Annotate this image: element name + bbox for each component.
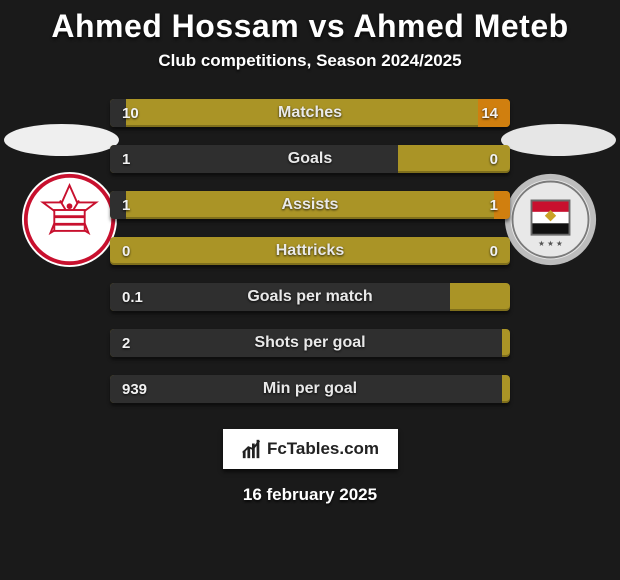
stat-bar-left-fill bbox=[110, 283, 450, 311]
stat-bar-left-fill bbox=[110, 375, 502, 403]
brand-chart-icon bbox=[241, 438, 263, 460]
stat-bar-right-fill bbox=[494, 191, 510, 219]
brand-badge[interactable]: FcTables.com bbox=[223, 429, 398, 469]
stat-row: Goals10 bbox=[110, 145, 510, 173]
stat-bar-right-fill bbox=[478, 99, 510, 127]
zamalek-crest bbox=[22, 172, 117, 267]
player-right-shadow-oval bbox=[501, 124, 616, 156]
stat-bar-track bbox=[110, 237, 510, 265]
stat-bar-track bbox=[110, 99, 510, 127]
stat-row: Assists11 bbox=[110, 191, 510, 219]
subtitle: Club competitions, Season 2024/2025 bbox=[0, 51, 620, 71]
comparison-card: Ahmed Hossam vs Ahmed Meteb Club competi… bbox=[0, 0, 620, 580]
date-caption: 16 february 2025 bbox=[0, 485, 620, 505]
stat-row: Shots per goal2 bbox=[110, 329, 510, 357]
stat-row: Min per goal939 bbox=[110, 375, 510, 403]
stat-bar-left-fill bbox=[110, 329, 502, 357]
stat-bar-left-fill bbox=[110, 145, 398, 173]
tala-ea-el-gaish-crest: ★ ★ ★ bbox=[503, 172, 598, 267]
tala-ea-el-gaish-crest-icon: ★ ★ ★ bbox=[503, 172, 598, 267]
stat-bars: Matches1014 Goals10 Assists11 Hattricks00 Go… bbox=[110, 99, 510, 403]
stat-row: Goals per match0.1 bbox=[110, 283, 510, 311]
zamalek-crest-icon bbox=[22, 172, 117, 267]
page-title: Ahmed Hossam vs Ahmed Meteb bbox=[0, 8, 620, 45]
brand-text: FcTables.com bbox=[267, 439, 379, 459]
stat-bar-left-fill bbox=[110, 191, 126, 219]
stat-row: Matches1014 bbox=[110, 99, 510, 127]
stat-bar-track bbox=[110, 191, 510, 219]
stat-bar-left-fill bbox=[110, 99, 126, 127]
player-left-shadow-oval bbox=[4, 124, 119, 156]
svg-text:★ ★ ★: ★ ★ ★ bbox=[538, 239, 563, 248]
stat-row: Hattricks00 bbox=[110, 237, 510, 265]
